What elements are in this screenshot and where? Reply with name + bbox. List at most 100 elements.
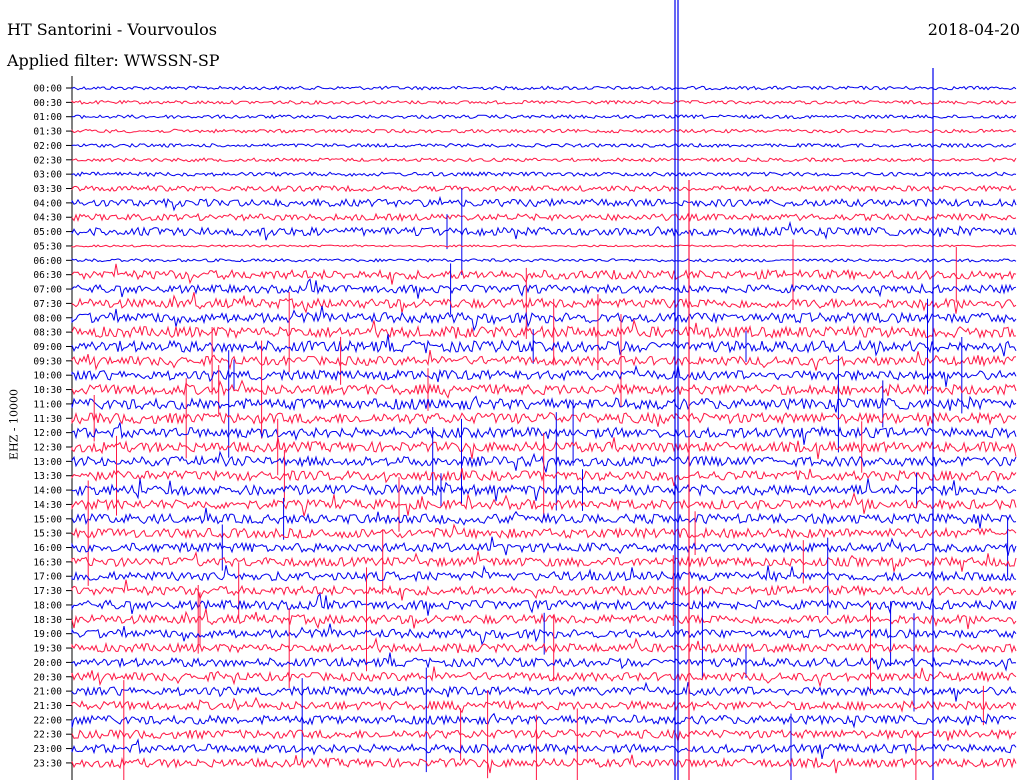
row-time-label: 11:00 [33,399,62,410]
row-time-label: 06:30 [33,270,62,281]
trace-row [71,468,1017,487]
row-time-label: 19:30 [33,644,62,655]
trace-row [71,754,1017,774]
trace-row [71,637,1017,654]
trace-row [71,350,1017,371]
row-time-label: 14:30 [33,500,62,511]
trace-row [71,184,1017,193]
row-time-label: 04:30 [33,213,62,224]
trace-row [71,491,1017,517]
row-time-label: 07:00 [33,285,62,296]
row-time-label: 19:00 [33,629,62,640]
trace-row [71,550,1017,572]
row-time-label: 07:30 [33,299,62,310]
trace-row [71,608,1017,630]
trace-row [71,318,1017,340]
row-time-label: 08:30 [33,328,62,339]
trace-row [71,536,1017,556]
trace-row [71,523,1017,540]
row-time-label: 15:00 [33,514,62,525]
row-time-label: 12:30 [33,443,62,454]
date-label: 2018-04-20 [927,20,1020,39]
trace-row [71,411,1017,427]
row-time-label: 18:30 [33,615,62,626]
trace-row [71,305,1017,332]
trace-row [71,681,1017,702]
row-time-label: 09:00 [33,342,62,353]
trace-row [71,333,1017,357]
row-time-label: 10:00 [33,371,62,382]
row-time-label: 21:00 [33,687,62,698]
trace-row [71,712,1017,729]
trace-row [71,258,1017,263]
row-time-label: 17:30 [33,586,62,597]
trace-row [71,507,1017,529]
trace-row [71,422,1017,445]
chart-title: HT Santorini - Vourvoulos [7,20,217,39]
row-time-label: 15:30 [33,529,62,540]
trace-row [71,278,1017,299]
row-time-label: 23:00 [33,744,62,755]
row-time-label: 09:30 [33,356,62,367]
row-time-label: 21:30 [33,701,62,712]
trace-row [71,738,1017,760]
row-time-label: 08:00 [33,313,62,324]
row-time-label: 05:00 [33,227,62,238]
row-time-label: 23:30 [33,758,62,769]
row-time-label: 20:00 [33,658,62,669]
trace-row [71,579,1017,601]
trace-row [71,728,1017,742]
row-time-label: 00:00 [33,84,62,95]
row-time-label: 06:00 [33,256,62,267]
trace-row [71,99,1017,105]
row-time-label: 01:30 [33,127,62,138]
row-time-label: 05:30 [33,241,62,252]
row-time-label: 17:00 [33,572,62,583]
row-time-label: 02:30 [33,155,62,166]
row-time-label: 16:30 [33,557,62,568]
trace-row [71,244,1017,248]
row-time-label: 04:00 [33,198,62,209]
row-time-label: 01:00 [33,112,62,123]
row-time-label: 11:30 [33,414,62,425]
trace-row [71,263,1017,285]
filter-label: Applied filter: WWSSN-SP [7,51,220,70]
trace-row [71,142,1016,149]
row-time-label: 13:30 [33,471,62,482]
trace-row [71,157,1017,163]
row-time-label: 12:00 [33,428,62,439]
trace-row [71,114,1017,120]
trace-row [71,437,1017,460]
trace-row [71,666,1017,688]
row-time-label: 20:30 [33,672,62,683]
trace-row [71,85,1017,91]
row-time-label: 03:00 [33,170,62,181]
row-time-label: 03:30 [33,184,62,195]
trace-row [71,171,1017,178]
trace-row [71,652,1017,672]
trace-row [71,623,1017,646]
trace-row [71,450,1017,473]
trace-row [71,195,1017,212]
row-time-label: 10:30 [33,385,62,396]
trace-row [71,564,1017,583]
trace-row [71,292,1017,314]
trace-row [71,592,1017,616]
row-time-label: 18:00 [33,600,62,611]
trace-row [71,220,1017,241]
row-time-label: 14:00 [33,486,62,497]
row-time-label: 16:00 [33,543,62,554]
row-time-label: 22:30 [33,730,62,741]
row-time-label: 02:00 [33,141,62,152]
trace-row [71,395,1017,413]
trace-row [71,478,1017,502]
row-time-label: 00:30 [33,98,62,109]
row-time-label: 22:00 [33,715,62,726]
trace-row [71,696,1017,714]
trace-row [71,212,1017,223]
trace-row [71,364,1017,387]
trace-row [71,379,1017,399]
row-time-label: 13:00 [33,457,62,468]
trace-row [71,128,1017,134]
